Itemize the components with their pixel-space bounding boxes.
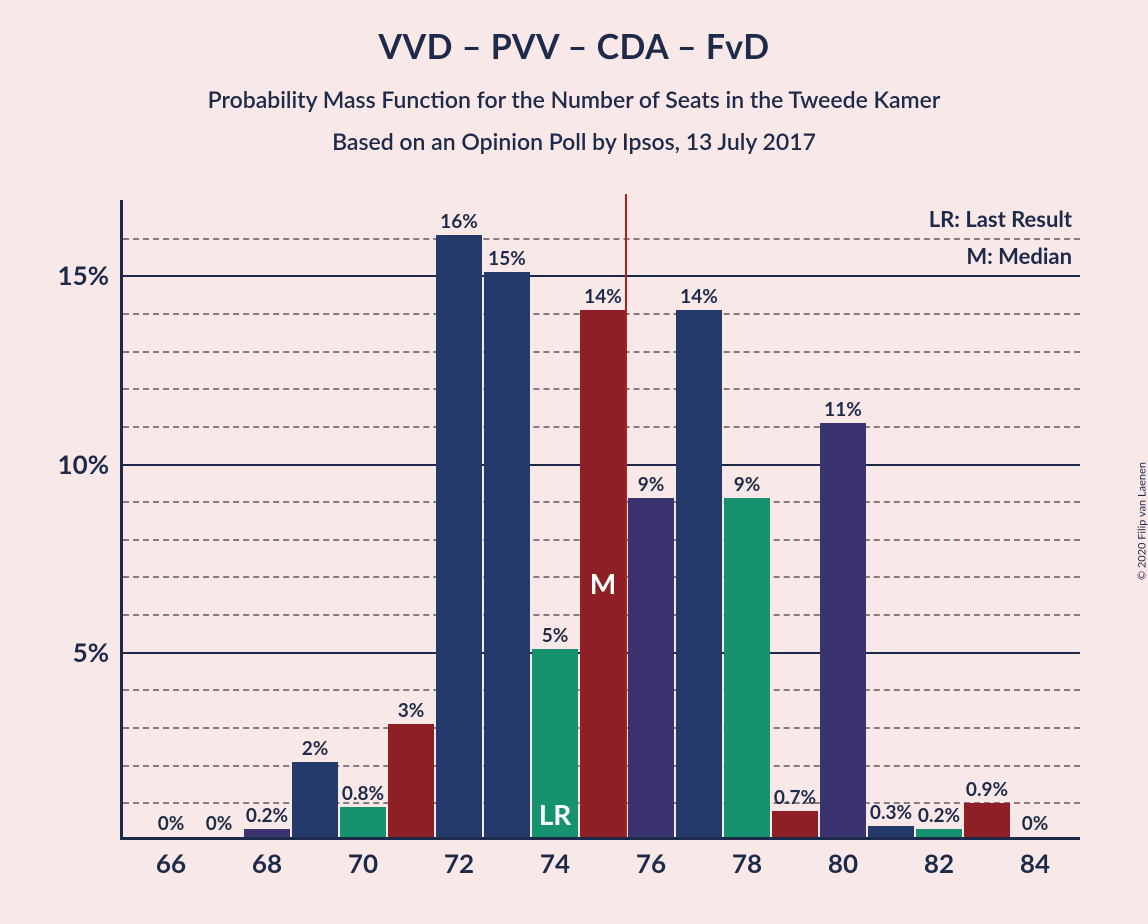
bar-value-label: 0.9% [966,778,1008,801]
x-tick-label: 84 [1020,847,1050,879]
x-tick-label: 74 [540,847,570,879]
x-tick-label: 66 [156,847,186,879]
bar-value-label: 14% [680,285,718,308]
bar: 9% [724,498,770,837]
bar: 14%M [580,310,626,837]
bar-value-label: 14% [584,285,622,308]
grid-minor [123,238,1080,240]
bar: 15% [484,272,530,837]
bar: 0.7% [772,811,818,837]
bar-value-label: 0.3% [870,801,912,824]
bar: 0.2% [244,829,290,837]
median-marker: M [580,566,626,600]
bar: 16% [436,235,482,837]
bar-value-label: 0% [206,812,233,835]
chart-area: LR: Last Result M: Median 5%10%15%666870… [120,200,1080,840]
bar: 0.3% [868,826,914,837]
bar-value-label: 9% [734,473,761,496]
bar-value-label: 0.2% [918,804,960,827]
bar-value-label: 3% [398,699,425,722]
legend-m: M: Median [929,237,1072,274]
bar: 3% [388,724,434,837]
y-tick-label: 10% [58,448,109,480]
bar-value-label: 0% [158,812,185,835]
y-tick-label: 15% [58,259,109,291]
bar: 14% [676,310,722,837]
bar-value-label: 2% [302,737,329,760]
x-tick-label: 72 [444,847,474,879]
bar-value-label: 16% [440,210,478,233]
bar-value-label: 15% [488,247,526,270]
y-tick-label: 5% [73,636,109,668]
bar-value-label: 5% [542,624,569,647]
bar: 2% [292,762,338,837]
median-line [625,194,627,837]
bar: 9% [628,498,674,837]
bar-value-label: 9% [638,473,665,496]
copyright-text: © 2020 Filip van Laenen [1136,462,1148,580]
chart-subtitle1: Probability Mass Function for the Number… [0,85,1148,113]
chart-subtitle2: Based on an Opinion Poll by Ipsos, 13 Ju… [0,127,1148,155]
bar: 0.9% [964,803,1010,837]
x-tick-label: 82 [924,847,954,879]
bar: 5%LR [532,649,578,837]
x-tick-label: 78 [732,847,762,879]
bar-value-label: 0% [1022,812,1049,835]
bar: 0.2% [916,829,962,837]
bar: 11% [820,423,866,837]
chart-title: VVD – PVV – CDA – FvD [0,26,1148,67]
plot-area: LR: Last Result M: Median 5%10%15%666870… [120,200,1080,840]
last-result-marker: LR [532,797,578,831]
bar-value-label: 0.2% [246,804,288,827]
grid-major [123,275,1080,277]
bar-value-label: 0.7% [774,786,816,809]
x-tick-label: 80 [828,847,858,879]
legend-lr: LR: Last Result [929,200,1072,237]
bar-value-label: 11% [824,398,862,421]
x-tick-label: 70 [348,847,378,879]
bar: 0.8% [340,807,386,837]
x-tick-label: 76 [636,847,666,879]
x-tick-label: 68 [252,847,282,879]
bar-value-label: 0.8% [342,782,384,805]
